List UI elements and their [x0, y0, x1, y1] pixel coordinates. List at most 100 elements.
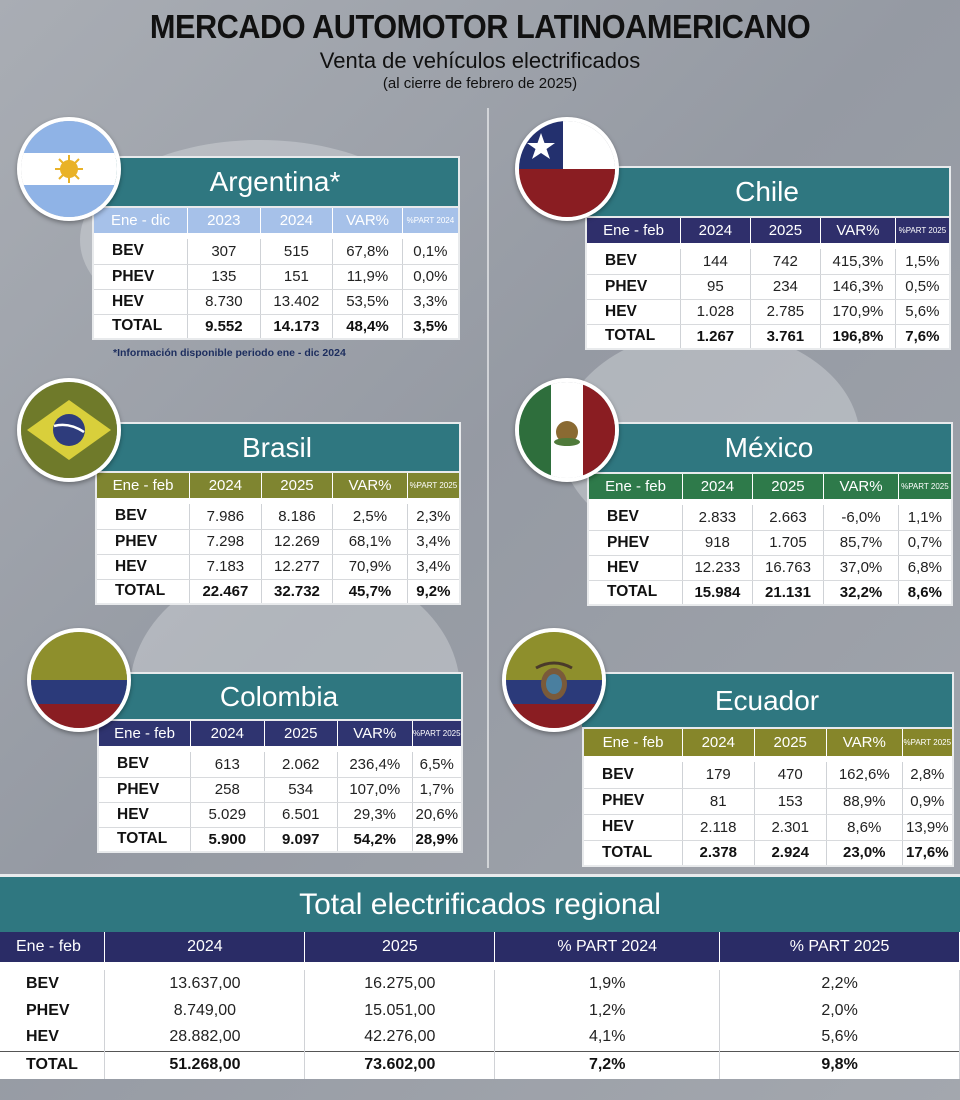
- table-cell: 2,3%: [407, 504, 461, 530]
- table-cell: 3.761: [750, 323, 822, 350]
- row-label: PHEV: [588, 530, 684, 556]
- country-table: Ene - feb 2024 2025 VAR% %PART 2025 BEV 7.986 8…: [95, 471, 461, 605]
- table-cell: 70,9%: [332, 554, 408, 580]
- row-label: HEV: [96, 554, 191, 580]
- column-header: VAR%: [826, 728, 903, 756]
- table-cell: 179: [682, 762, 755, 789]
- colombia-flag-icon: [27, 628, 131, 732]
- row-label: TOTAL: [586, 323, 682, 350]
- table-cell: 1,7%: [412, 777, 463, 803]
- column-divider: [487, 108, 489, 868]
- row-label: TOTAL: [98, 826, 192, 853]
- column-header: Ene - feb: [98, 720, 192, 746]
- column-header: 2024: [682, 728, 755, 756]
- table-cell: 81: [682, 788, 755, 815]
- table-cell: 42.276,00: [304, 1024, 496, 1051]
- column-header: VAR%: [332, 207, 403, 233]
- ecuador-flag-icon: [502, 628, 606, 732]
- column-header: Ene - feb: [588, 473, 684, 499]
- table-cell: 7.183: [189, 554, 262, 580]
- row-label: BEV: [586, 249, 682, 275]
- row-label: TOTAL: [93, 313, 189, 340]
- country-title: México: [587, 422, 953, 472]
- column-header: 2024: [190, 720, 265, 746]
- table-cell: 258: [190, 777, 265, 803]
- table-cell: 2.833: [682, 505, 753, 531]
- table-total-row: TOTAL 5.900 9.097 54,2% 28,9%: [98, 826, 463, 853]
- column-header: 2025: [264, 720, 338, 746]
- column-header: %PART 2024: [402, 207, 460, 233]
- table-row: BEV 613 2.062 236,4% 6,5%: [98, 752, 463, 778]
- table-row: HEV 28.882,00 42.276,00 4,1% 5,6%: [0, 1024, 960, 1051]
- country-table: Ene - feb 2024 2025 VAR% %PART 2025 BEV 179 470…: [582, 727, 954, 867]
- page-title: MERCADO AUTOMOTOR LATINOAMERICANO: [149, 8, 811, 45]
- table-row: PHEV 918 1.705 85,7% 0,7%: [588, 530, 953, 556]
- country-title: Colombia: [97, 672, 463, 719]
- table-cell: 13.402: [260, 289, 334, 315]
- table-cell: 2,5%: [332, 504, 408, 530]
- table-cell: 28,9%: [412, 826, 463, 853]
- column-header: %PART 2025: [902, 728, 954, 756]
- table-row: PHEV 95 234 146,3% 0,5%: [586, 274, 951, 300]
- table-cell: 3,4%: [407, 529, 461, 555]
- table-row: BEV 179 470 162,6% 2,8%: [583, 762, 954, 789]
- table-header-row: Ene - feb 2024 2025 VAR% %PART 2025: [586, 217, 951, 243]
- table-cell: 7.298: [189, 529, 262, 555]
- table-cell: 1.705: [752, 530, 825, 556]
- table-cell: 1.267: [680, 323, 751, 350]
- table-cell: 6,5%: [412, 752, 463, 778]
- table-cell: 13.637,00: [104, 970, 306, 997]
- row-label: PHEV: [0, 997, 106, 1024]
- row-label: BEV: [98, 752, 192, 778]
- table-cell: 146,3%: [820, 274, 896, 300]
- table-cell: 2.663: [752, 505, 825, 531]
- table-cell: 2,8%: [902, 762, 954, 789]
- table-cell: 28.882,00: [104, 1024, 306, 1051]
- table-cell: 5,6%: [895, 299, 951, 325]
- table-cell: 5.900: [190, 826, 265, 853]
- table-cell: 2.378: [682, 839, 755, 867]
- table-cell: 45,7%: [332, 578, 408, 605]
- table-header-row: Ene - feb 2024 2025 VAR% %PART 2025: [98, 720, 463, 746]
- column-header: %PART 2025: [412, 720, 463, 746]
- row-label: TOTAL: [0, 1050, 106, 1079]
- mexico-flag-icon: [515, 378, 619, 482]
- column-header: 2025: [754, 728, 827, 756]
- table-cell: 85,7%: [823, 530, 899, 556]
- table-cell: 37,0%: [823, 555, 899, 581]
- row-label: HEV: [583, 814, 684, 841]
- table-cell: 23,0%: [826, 839, 903, 867]
- country-title: Ecuador: [582, 672, 954, 727]
- column-header: VAR%: [820, 217, 896, 243]
- row-label: BEV: [93, 239, 189, 265]
- table-cell: 135: [187, 264, 261, 290]
- column-header: 2024: [104, 932, 306, 962]
- table-cell: 8,6%: [898, 579, 953, 606]
- table-row: HEV 2.118 2.301 8,6% 13,9%: [583, 814, 954, 841]
- table-cell: 742: [750, 249, 822, 275]
- table-total-row: TOTAL 1.267 3.761 196,8% 7,6%: [586, 323, 951, 350]
- table-cell: 2.785: [750, 299, 822, 325]
- page-subtitle: Venta de vehículos electrificados: [319, 48, 641, 73]
- table-cell: 1,2%: [494, 997, 721, 1024]
- table-cell: 2.062: [264, 752, 338, 778]
- table-cell: 534: [264, 777, 338, 803]
- table-cell: 11,9%: [332, 264, 403, 290]
- table-cell: 2.301: [754, 814, 827, 841]
- row-label: HEV: [586, 299, 682, 325]
- table-cell: 53,5%: [332, 289, 403, 315]
- table-cell: 1,1%: [898, 505, 953, 531]
- table-row: BEV 307 515 67,8% 0,1%: [93, 239, 460, 265]
- table-cell: 3,5%: [402, 313, 460, 340]
- column-header: %PART 2025: [407, 472, 461, 498]
- page-header: MERCADO AUTOMOTOR LATINOAMERICANO Venta …: [0, 8, 960, 92]
- table-cell: 1,9%: [494, 970, 721, 997]
- table-cell: 470: [754, 762, 827, 789]
- table-cell: 918: [682, 530, 753, 556]
- table-cell: 15.984: [682, 579, 753, 606]
- column-header: 2024: [260, 207, 334, 233]
- column-header: %PART 2025: [898, 473, 953, 499]
- argentina-footnote: *Información disponible periodo ene - di…: [113, 347, 346, 359]
- table-cell: 7,2%: [494, 1050, 721, 1079]
- table-cell: 2.924: [754, 839, 827, 867]
